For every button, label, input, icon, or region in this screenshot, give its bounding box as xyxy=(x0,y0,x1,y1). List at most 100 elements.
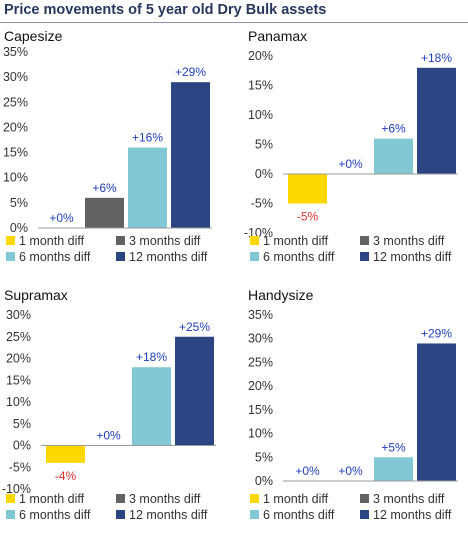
y-tick-label: 30% xyxy=(248,332,273,346)
chart-title: Supramax xyxy=(4,287,68,303)
legend-item: 1 month diff xyxy=(6,234,85,248)
legend-label: 1 month diff xyxy=(19,234,85,248)
chart-title: Panamax xyxy=(248,28,307,44)
y-tick-label: 0% xyxy=(255,167,273,181)
legend-item: 3 months diff xyxy=(116,492,201,506)
bar xyxy=(175,336,214,446)
y-tick-label: 5% xyxy=(255,138,273,152)
legend-swatch xyxy=(360,494,369,503)
legend-item: 12 months diff xyxy=(116,250,208,264)
legend-item: 3 months diff xyxy=(360,234,445,248)
legend-item: 12 months diff xyxy=(360,508,452,522)
legend-swatch xyxy=(116,510,125,519)
chart-handysize: Handysize 0% 5% 10% 15% 20% 25% 30% 35% +0% +0% +5%… xyxy=(248,287,458,522)
data-label: -4% xyxy=(55,469,77,483)
legend-item: 3 months diff xyxy=(360,492,445,506)
y-tick-label: 0% xyxy=(13,439,31,453)
y-tick-label: -5% xyxy=(251,197,273,211)
y-tick-label: 0% xyxy=(255,474,273,488)
legend-item: 6 months diff xyxy=(6,250,91,264)
legend-item: 12 months diff xyxy=(116,508,208,522)
legend-swatch xyxy=(6,494,15,503)
data-label: +0% xyxy=(295,464,320,478)
legend-label: 1 month diff xyxy=(263,234,329,248)
chart-panamax: Panamax-10%-5%0%5%10%15%20%-5%+0%+6%+18%… xyxy=(244,28,458,264)
y-tick-label: 5% xyxy=(13,417,31,431)
legend-item: 12 months diff xyxy=(360,250,452,264)
legend-label: 3 months diff xyxy=(373,492,445,506)
y-tick-label: 10% xyxy=(248,427,273,441)
y-tick-label: 25% xyxy=(248,355,273,369)
y-tick-label: 25% xyxy=(6,330,31,344)
legend-label: 1 month diff xyxy=(263,492,329,506)
legend-label: 6 months diff xyxy=(19,508,91,522)
data-label: +29% xyxy=(421,326,452,340)
legend-label: 12 months diff xyxy=(373,250,452,264)
y-tick-label: 10% xyxy=(3,171,28,185)
y-tick-label: 20% xyxy=(248,379,273,393)
y-tick-label: 20% xyxy=(6,352,31,366)
bar xyxy=(417,67,456,174)
legend-item: 6 months diff xyxy=(6,508,91,522)
legend-item: 6 months diff xyxy=(250,250,335,264)
legend-label: 3 months diff xyxy=(129,234,201,248)
bar xyxy=(132,367,171,446)
y-tick-label: 15% xyxy=(6,373,31,387)
data-label: +0% xyxy=(96,429,121,443)
bar xyxy=(288,174,327,204)
legend-label: 3 months diff xyxy=(129,492,201,506)
legend-item: 1 month diff xyxy=(6,492,85,506)
y-tick-label: 35% xyxy=(3,45,28,59)
y-tick-label: 0% xyxy=(10,221,28,235)
chart-supramax: Supramax -10% -5% 0% 5% 10% 15% 20% 25% 30% -4% +0%… xyxy=(2,287,216,522)
y-tick-label: -5% xyxy=(9,460,31,474)
data-label: +5% xyxy=(381,440,406,454)
bar xyxy=(46,445,85,463)
data-label: +6% xyxy=(92,181,117,195)
legend-label: 6 months diff xyxy=(19,250,91,264)
page-title: Price movements of 5 year old Dry Bulk a… xyxy=(4,2,327,18)
y-tick-label: 15% xyxy=(248,403,273,417)
y-tick-label: 5% xyxy=(255,450,273,464)
legend-item: 3 months diff xyxy=(116,234,201,248)
y-tick-label: 10% xyxy=(248,108,273,122)
data-label: -5% xyxy=(297,210,319,224)
legend-label: 6 months diff xyxy=(263,508,335,522)
legend-swatch xyxy=(250,494,259,503)
legend-label: 6 months diff xyxy=(263,250,335,264)
data-label: +0% xyxy=(338,464,363,478)
bar xyxy=(85,197,124,228)
legend-label: 12 months diff xyxy=(129,508,208,522)
y-tick-label: 15% xyxy=(248,79,273,93)
y-tick-label: 30% xyxy=(3,70,28,84)
legend-item: 1 month diff xyxy=(250,492,329,506)
legend-swatch xyxy=(250,236,259,245)
chart-capesize: Capesize 0% 5% 10% 15% 20% 25% 30% 35% +0% +6% +16%… xyxy=(3,28,212,264)
legend-swatch xyxy=(6,236,15,245)
bar xyxy=(374,138,413,174)
y-tick-label: 10% xyxy=(6,395,31,409)
legend-label: 12 months diff xyxy=(129,250,208,264)
bar xyxy=(171,82,210,229)
bar xyxy=(417,343,456,481)
legend-label: 3 months diff xyxy=(373,234,445,248)
legend-swatch xyxy=(250,510,259,519)
y-tick-label: 35% xyxy=(248,308,273,322)
y-tick-label: 30% xyxy=(6,308,31,322)
legend-swatch xyxy=(250,252,259,261)
data-label: +25% xyxy=(179,320,210,334)
y-tick-label: 20% xyxy=(248,49,273,63)
data-label: +16% xyxy=(132,131,163,145)
legend-swatch xyxy=(116,236,125,245)
chart-title: Handysize xyxy=(248,287,314,303)
data-label: +6% xyxy=(381,122,406,136)
data-label: +29% xyxy=(175,65,206,79)
legend-item: 6 months diff xyxy=(250,508,335,522)
data-label: +0% xyxy=(49,211,74,225)
legend-swatch xyxy=(6,252,15,261)
y-tick-label: -10% xyxy=(2,482,31,496)
bar xyxy=(128,147,167,228)
data-label: +0% xyxy=(338,157,363,171)
y-tick-label: 25% xyxy=(3,95,28,109)
